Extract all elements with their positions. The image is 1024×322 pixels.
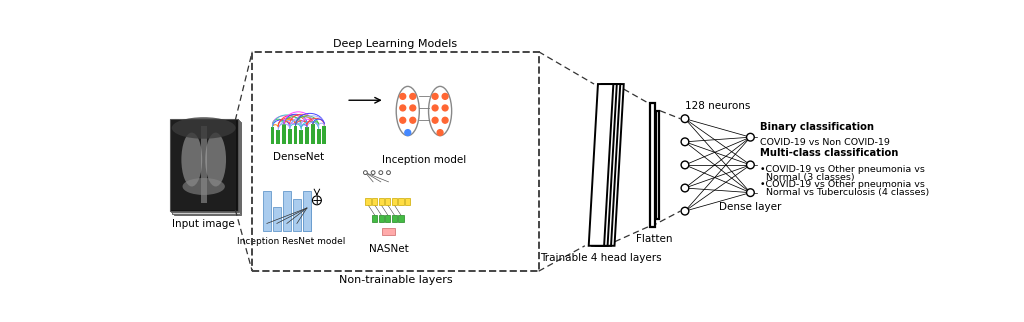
Bar [299,130,303,144]
Bar [379,215,384,222]
Circle shape [681,184,689,192]
Bar [656,111,659,219]
Circle shape [399,105,406,111]
Polygon shape [592,84,616,246]
Circle shape [432,93,438,99]
Bar [171,120,239,212]
Bar [398,198,403,205]
Ellipse shape [182,178,225,195]
Text: Trainable 4 head layers: Trainable 4 head layers [541,253,662,263]
Bar [201,127,207,204]
Bar [173,122,242,215]
Circle shape [746,189,755,196]
Text: Binary classification: Binary classification [761,122,874,132]
Bar [303,206,310,231]
Circle shape [442,105,449,111]
Bar [372,215,378,222]
Polygon shape [596,84,621,246]
Bar [288,129,292,144]
Circle shape [432,117,438,123]
Circle shape [399,117,406,123]
Circle shape [312,196,322,205]
Circle shape [432,105,438,111]
Circle shape [437,130,443,136]
Text: Deep Learning Models: Deep Learning Models [334,39,458,49]
Polygon shape [589,84,613,246]
Circle shape [364,171,368,175]
Circle shape [399,93,406,99]
Text: Inception model: Inception model [382,155,466,165]
Circle shape [404,130,411,136]
Text: Inception ResNet model: Inception ResNet model [238,237,346,246]
Bar [170,119,238,211]
Circle shape [410,105,416,111]
Bar [323,126,327,144]
Bar [294,126,297,144]
Text: Flatten: Flatten [636,234,673,244]
Circle shape [410,93,416,99]
Text: Normal (3 classes): Normal (3 classes) [761,173,855,182]
Bar [650,103,654,226]
Bar [366,198,371,205]
Text: Multi-class classification: Multi-class classification [761,148,899,158]
Bar [398,215,403,222]
Ellipse shape [205,133,226,186]
Bar [391,198,397,205]
Bar [283,191,291,231]
Polygon shape [599,84,624,246]
Bar [382,228,394,235]
Circle shape [371,171,375,175]
Ellipse shape [172,117,236,139]
Bar [379,198,384,205]
Bar [172,121,240,213]
Bar [385,198,390,205]
Text: +: + [311,194,323,207]
Text: Input image: Input image [172,219,236,229]
Text: DenseNet: DenseNet [272,152,324,162]
Bar [404,198,410,205]
Text: Non-trainable layers: Non-trainable layers [339,275,453,285]
Text: COVID-19 vs Non COVID-19: COVID-19 vs Non COVID-19 [761,138,890,147]
Bar [293,199,301,231]
Text: 128 neurons: 128 neurons [685,101,751,111]
Bar [305,127,309,144]
Circle shape [681,207,689,215]
Text: NASNet: NASNet [369,244,409,254]
Bar [316,129,321,144]
Text: Dense layer: Dense layer [719,202,781,212]
Circle shape [442,117,449,123]
Ellipse shape [181,133,202,186]
Bar [372,198,378,205]
Text: •COVID-19 vs Other pneumonia vs: •COVID-19 vs Other pneumonia vs [761,165,926,174]
Circle shape [442,93,449,99]
Bar [276,130,281,144]
Bar [282,124,286,144]
Text: Normal vs Tuberculosis (4 classes): Normal vs Tuberculosis (4 classes) [761,188,930,197]
Circle shape [681,161,689,169]
Circle shape [681,138,689,146]
Circle shape [387,171,390,175]
Circle shape [746,133,755,141]
Bar [263,191,270,231]
Circle shape [410,117,416,123]
Bar [385,215,390,222]
Text: •COVID-19 vs Other pneumonia vs: •COVID-19 vs Other pneumonia vs [761,180,926,189]
Bar [391,215,397,222]
Circle shape [379,171,383,175]
Bar [171,120,237,210]
Circle shape [681,115,689,123]
Bar [311,124,314,144]
Circle shape [746,161,755,169]
Bar [303,191,310,231]
Bar [273,206,281,231]
Bar [270,127,274,144]
